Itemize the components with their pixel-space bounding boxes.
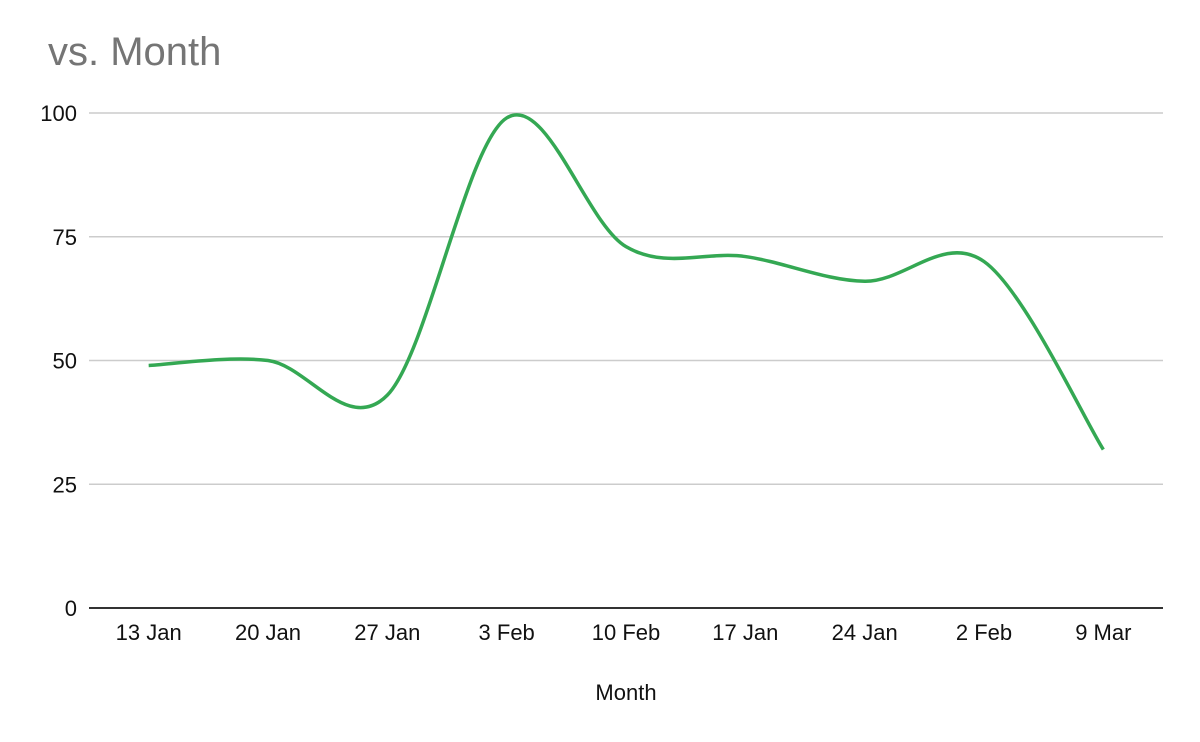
x-tick-label: 3 Feb bbox=[479, 620, 535, 645]
x-tick-label: 24 Jan bbox=[832, 620, 898, 645]
x-tick-label: 9 Mar bbox=[1075, 620, 1131, 645]
x-axis-title: Month bbox=[595, 680, 656, 705]
x-tick-label: 17 Jan bbox=[712, 620, 778, 645]
y-tick-label: 100 bbox=[40, 101, 77, 126]
series-layer bbox=[148, 113, 1105, 451]
x-tick-label: 2 Feb bbox=[956, 620, 1012, 645]
y-tick-label: 50 bbox=[53, 349, 77, 374]
y-tick-label: 0 bbox=[65, 596, 77, 621]
x-axis-ticks: 13 Jan 20 Jan 27 Jan 3 Feb 10 Feb 17 Jan 24 Ja… bbox=[116, 620, 1132, 645]
x-tick-label: 13 Jan bbox=[116, 620, 182, 645]
series-line bbox=[148, 113, 1105, 451]
y-tick-label: 75 bbox=[53, 225, 77, 250]
y-axis-ticks: 0 25 50 75 100 bbox=[40, 101, 77, 621]
x-tick-label: 20 Jan bbox=[235, 620, 301, 645]
y-tick-label: 25 bbox=[53, 472, 77, 497]
chart-title: vs. Month bbox=[48, 30, 222, 74]
x-tick-label: 27 Jan bbox=[354, 620, 420, 645]
x-tick-label: 10 Feb bbox=[592, 620, 661, 645]
